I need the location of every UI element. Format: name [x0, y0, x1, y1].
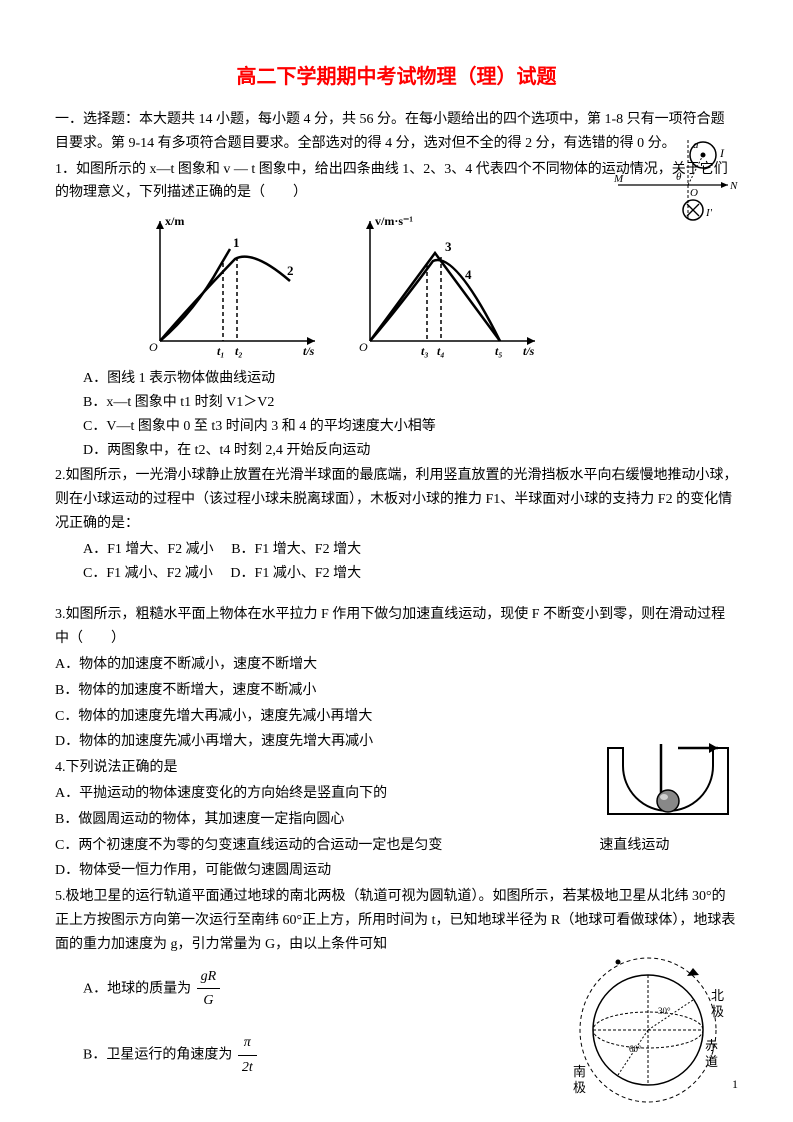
q5-optA-label: A．地球的质量为	[83, 981, 191, 996]
svg-text:极: 极	[573, 1080, 586, 1095]
svg-text:t₄: t₄	[437, 344, 445, 358]
q3-optA: A．物体的加速度不断减小，速度不断增大	[55, 653, 738, 677]
q1-optA: A．图线 1 表示物体做曲线运动	[83, 367, 738, 391]
q4-figure	[603, 736, 733, 835]
q1-chart-xt: x/m t/s O 1 2 t₁ t₂	[135, 211, 325, 361]
svg-text:极: 极	[711, 1004, 724, 1019]
svg-text:60°: 60°	[629, 1044, 642, 1054]
svg-text:v/m·s⁻¹: v/m·s⁻¹	[375, 214, 413, 228]
svg-text:3: 3	[445, 239, 452, 254]
frac-den: 2t	[238, 1056, 257, 1080]
svg-text:O: O	[149, 340, 158, 354]
q2-optB: B．F1 增大、F2 增大	[231, 542, 361, 557]
svg-text:t₁: t₁	[217, 344, 225, 358]
svg-text:4: 4	[465, 267, 472, 282]
q5-optB-fraction: π 2t	[238, 1031, 257, 1080]
q2-optA: A．F1 增大、F2 减小	[83, 542, 214, 557]
q4-optC-part2: 速直线运动	[599, 838, 669, 853]
q1-optC: C．V—t 图象中 0 至 t3 时间内 3 和 4 的平均速度大小相等	[83, 415, 738, 439]
q2-optD: D．F1 减小、F2 增大	[230, 566, 361, 581]
svg-text:t₃: t₃	[421, 344, 429, 358]
svg-text:x/m: x/m	[165, 214, 184, 228]
svg-text:O: O	[359, 340, 368, 354]
q4-optC: C．两个初速度不为零的匀变速直线运动的合运动一定也是匀变 速直线运动	[55, 834, 738, 858]
svg-text:I': I'	[705, 207, 713, 219]
svg-text:1: 1	[233, 235, 240, 250]
q2-stem: 2.如图所示，一光滑小球静止放置在光滑半球面的最底端，利用竖直放置的光滑挡板水平…	[55, 464, 738, 535]
svg-text:赤: 赤	[705, 1038, 718, 1053]
svg-text:北: 北	[711, 988, 724, 1003]
q5-optA-fraction: gR G	[197, 965, 221, 1014]
frac-num: gR	[197, 965, 221, 990]
q3-optC: C．物体的加速度先增大再减小，速度先减小再增大	[55, 705, 738, 729]
svg-text:道: 道	[705, 1054, 718, 1069]
svg-text:M: M	[613, 173, 624, 185]
svg-text:O: O	[690, 187, 698, 199]
q2-options-row2: C．F1 减小、F2 减小 D．F1 减小、F2 增大	[83, 562, 738, 586]
svg-text:t/s: t/s	[523, 344, 535, 358]
svg-text:a: a	[693, 139, 699, 151]
svg-text:t₅: t₅	[495, 344, 503, 358]
q4-optD: D．物体受一恒力作用，可能做匀速圆周运动	[55, 859, 738, 883]
q3-stem: 3.如图所示，粗糙水平面上物体在水平拉力 F 作用下做匀加速直线运动，现使 F …	[55, 603, 738, 651]
svg-text:南: 南	[573, 1064, 586, 1079]
page-title: 高二下学期期中考试物理（理）试题	[55, 60, 738, 94]
page-number: 1	[732, 1074, 738, 1094]
q1-optB: B．x—t 图象中 t1 时刻 V1＞V2	[83, 391, 738, 415]
q2-optC: C．F1 减小、F2 减小	[83, 566, 213, 581]
svg-text:30°: 30°	[658, 1006, 671, 1016]
q5-optB-label: B．卫星运行的角速度为	[83, 1048, 232, 1063]
q5-stem: 5.极地卫星的运行轨道平面通过地球的南北两极（轨道可视为圆轨道）。如图所示，若某…	[55, 885, 738, 956]
q1-inset-figure: a I θ M O N I'	[608, 130, 738, 234]
svg-text:I: I	[719, 146, 725, 160]
svg-text:t₂: t₂	[235, 344, 243, 358]
q2-options-row1: A．F1 增大、F2 减小 B．F1 增大、F2 增大	[83, 538, 738, 562]
svg-text:θ: θ	[676, 171, 682, 183]
frac-den: G	[197, 989, 221, 1013]
frac-num: π	[238, 1031, 257, 1056]
q3-optB: B．物体的加速度不断增大，速度不断减小	[55, 679, 738, 703]
q5-figure: 北 极 南 极 赤 道 30° 60°	[563, 950, 733, 1119]
svg-text:t/s: t/s	[303, 344, 315, 358]
svg-text:2: 2	[287, 263, 294, 278]
q1-chart-vt: v/m·s⁻¹ t/s O 3 4 t₃ t₄ t₅	[345, 211, 545, 361]
q4-optC-part1: C．两个初速度不为零的匀变速直线运动的合运动一定也是匀变	[55, 838, 442, 853]
q1-optD: D．两图象中，在 t2、t4 时刻 2,4 开始反向运动	[83, 439, 738, 463]
svg-text:N: N	[729, 180, 738, 192]
